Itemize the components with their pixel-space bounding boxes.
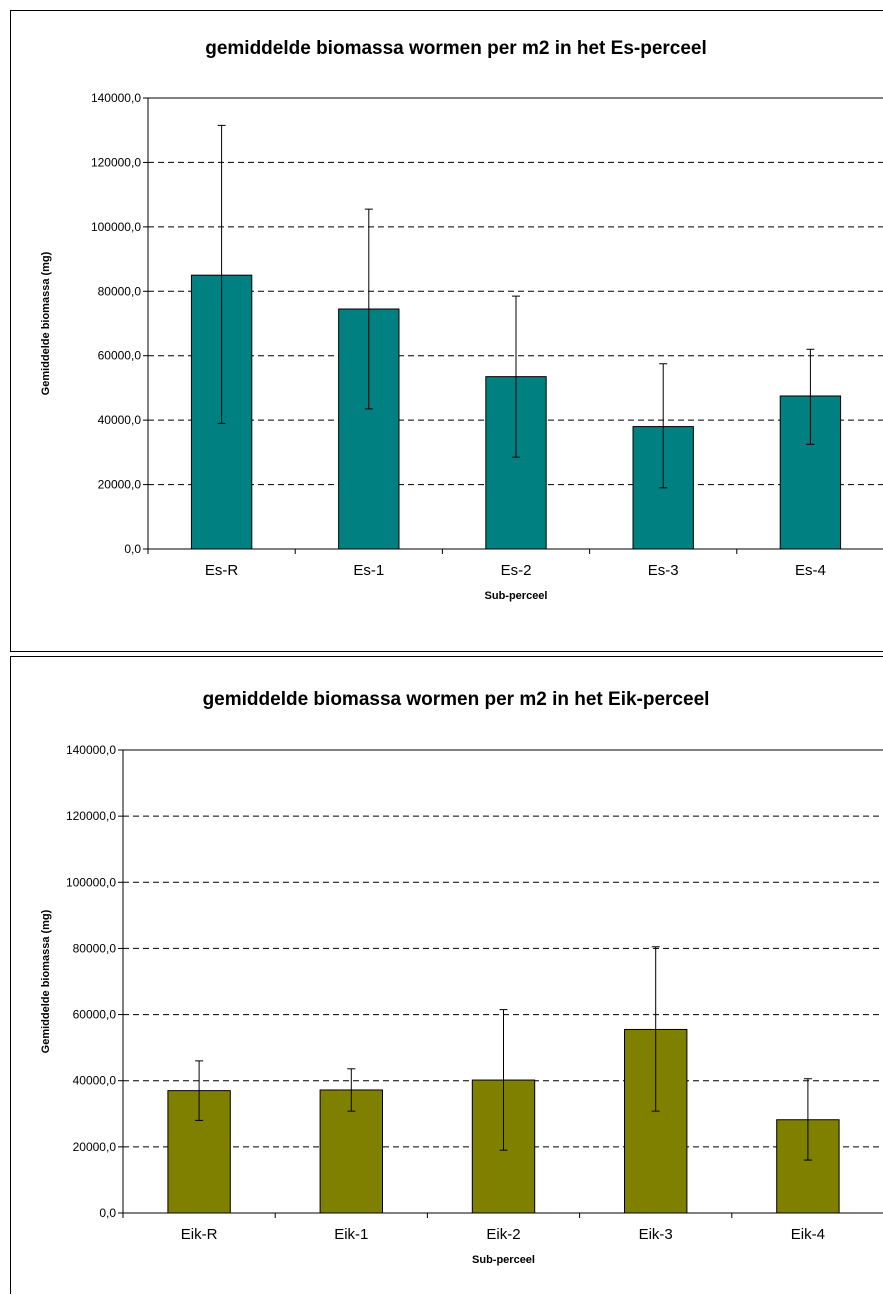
- y-tick-label: 100000,0: [66, 875, 116, 889]
- category-label: Eik-2: [486, 1226, 520, 1243]
- y-tick-label: 20000,0: [73, 1140, 117, 1154]
- y-axis-label: Gemiddelde biomassa (mg): [40, 251, 52, 395]
- y-tick-label: 100000,0: [91, 220, 141, 234]
- category-label: Es-4: [795, 562, 826, 579]
- category-label: Es-1: [353, 562, 384, 579]
- y-tick-label: 0,0: [124, 542, 141, 556]
- y-tick-label: 140000,0: [66, 743, 116, 757]
- category-label: Es-R: [205, 562, 239, 579]
- y-tick-label: 120000,0: [91, 155, 141, 169]
- chart-title: gemiddelde biomassa wormen per m2 in het…: [203, 689, 710, 710]
- y-tick-label: 40000,0: [98, 413, 142, 427]
- category-label: Eik-4: [791, 1226, 825, 1243]
- category-label: Eik-R: [181, 1226, 218, 1243]
- category-label: Eik-1: [334, 1226, 368, 1243]
- y-tick-label: 60000,0: [73, 1008, 117, 1022]
- chart-es: gemiddelde biomassa wormen per m2 in het…: [40, 38, 883, 602]
- y-tick-label: 80000,0: [98, 284, 142, 298]
- y-tick-label: 60000,0: [98, 349, 142, 363]
- category-label: Es-3: [648, 562, 679, 579]
- chart-eik: gemiddelde biomassa wormen per m2 in het…: [40, 689, 883, 1266]
- chart-title: gemiddelde biomassa wormen per m2 in het…: [205, 38, 707, 59]
- chart-panel-eik: gemiddelde biomassa wormen per m2 in het…: [10, 656, 883, 1294]
- y-tick-label: 80000,0: [73, 941, 117, 955]
- y-tick-label: 0,0: [99, 1206, 116, 1220]
- y-tick-label: 40000,0: [73, 1074, 117, 1088]
- x-axis-label: Sub-perceel: [472, 1254, 535, 1266]
- category-label: Eik-3: [639, 1226, 673, 1243]
- y-tick-label: 120000,0: [66, 809, 116, 823]
- y-tick-label: 140000,0: [91, 91, 141, 105]
- chart-panel-es: gemiddelde biomassa wormen per m2 in het…: [10, 10, 883, 652]
- y-tick-label: 20000,0: [98, 478, 142, 492]
- category-label: Es-2: [501, 562, 532, 579]
- x-axis-label: Sub-perceel: [485, 590, 548, 602]
- y-axis-label: Gemiddelde biomassa (mg): [40, 909, 52, 1053]
